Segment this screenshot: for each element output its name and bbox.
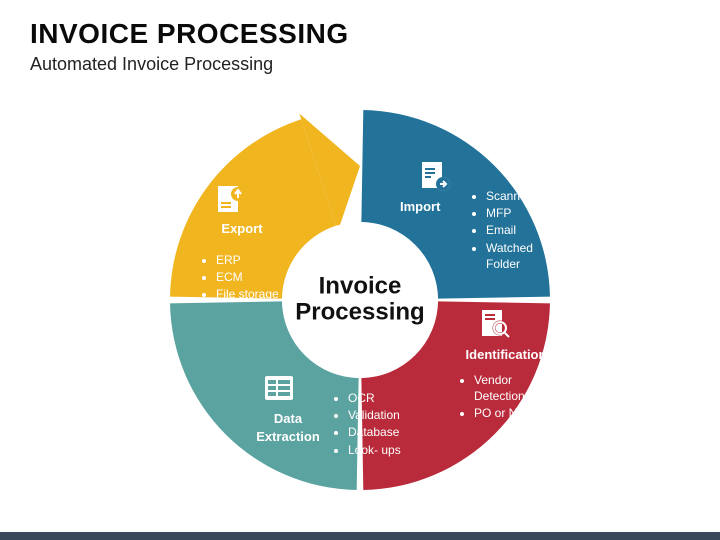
export-title: Export — [212, 220, 272, 238]
import-title-block: Import — [400, 198, 468, 220]
page-subtitle: Automated Invoice Processing — [30, 54, 690, 75]
export-item: ERP — [216, 252, 280, 268]
import-item: Email — [486, 222, 560, 238]
data_extraction-item: OCR — [348, 390, 422, 406]
import-items: ScannerMFPEmail Watched Folder — [470, 188, 560, 273]
data-extraction-icon — [262, 372, 296, 406]
identification-icon — [478, 308, 512, 342]
bottom-bar — [0, 532, 720, 540]
page-title: INVOICE PROCESSING — [30, 18, 690, 50]
center-line2: Processing — [295, 299, 424, 326]
identification-item: PO or Non-PO — [474, 405, 558, 421]
center-label: Invoice Processing — [285, 274, 435, 327]
data-extraction-items: OCRValidationDatabase Look- ups — [332, 390, 422, 459]
data-extraction-title: Data Extraction — [248, 410, 328, 445]
identification-item: Vendor Detection — [474, 372, 558, 404]
data_extraction-item: Look- ups — [348, 442, 422, 458]
process-diagram: Invoice Processing Import ScannerMFPEmai… — [100, 90, 620, 510]
export-items: ERPECMFile storage — [200, 252, 280, 304]
export-title-block: Export — [212, 220, 272, 242]
data_extraction-item: Database — [348, 424, 422, 440]
data-extraction-title-block: Data Extraction — [248, 410, 328, 449]
export-item: File storage — [216, 286, 280, 302]
import-icon — [418, 160, 452, 194]
export-icon — [214, 182, 248, 216]
data_extraction-item: Validation — [348, 407, 422, 423]
center-line1: Invoice — [319, 273, 402, 300]
identification-items: Vendor DetectionPO or Non-PO — [458, 372, 558, 423]
import-item: Scanner — [486, 188, 560, 204]
identification-title-block: Identification — [456, 346, 556, 368]
header: INVOICE PROCESSING Automated Invoice Pro… — [0, 0, 720, 81]
import-title: Import — [400, 198, 468, 216]
import-item: MFP — [486, 205, 560, 221]
export-item: ECM — [216, 269, 280, 285]
import-item: Watched Folder — [486, 240, 560, 272]
identification-title: Identification — [456, 346, 556, 364]
